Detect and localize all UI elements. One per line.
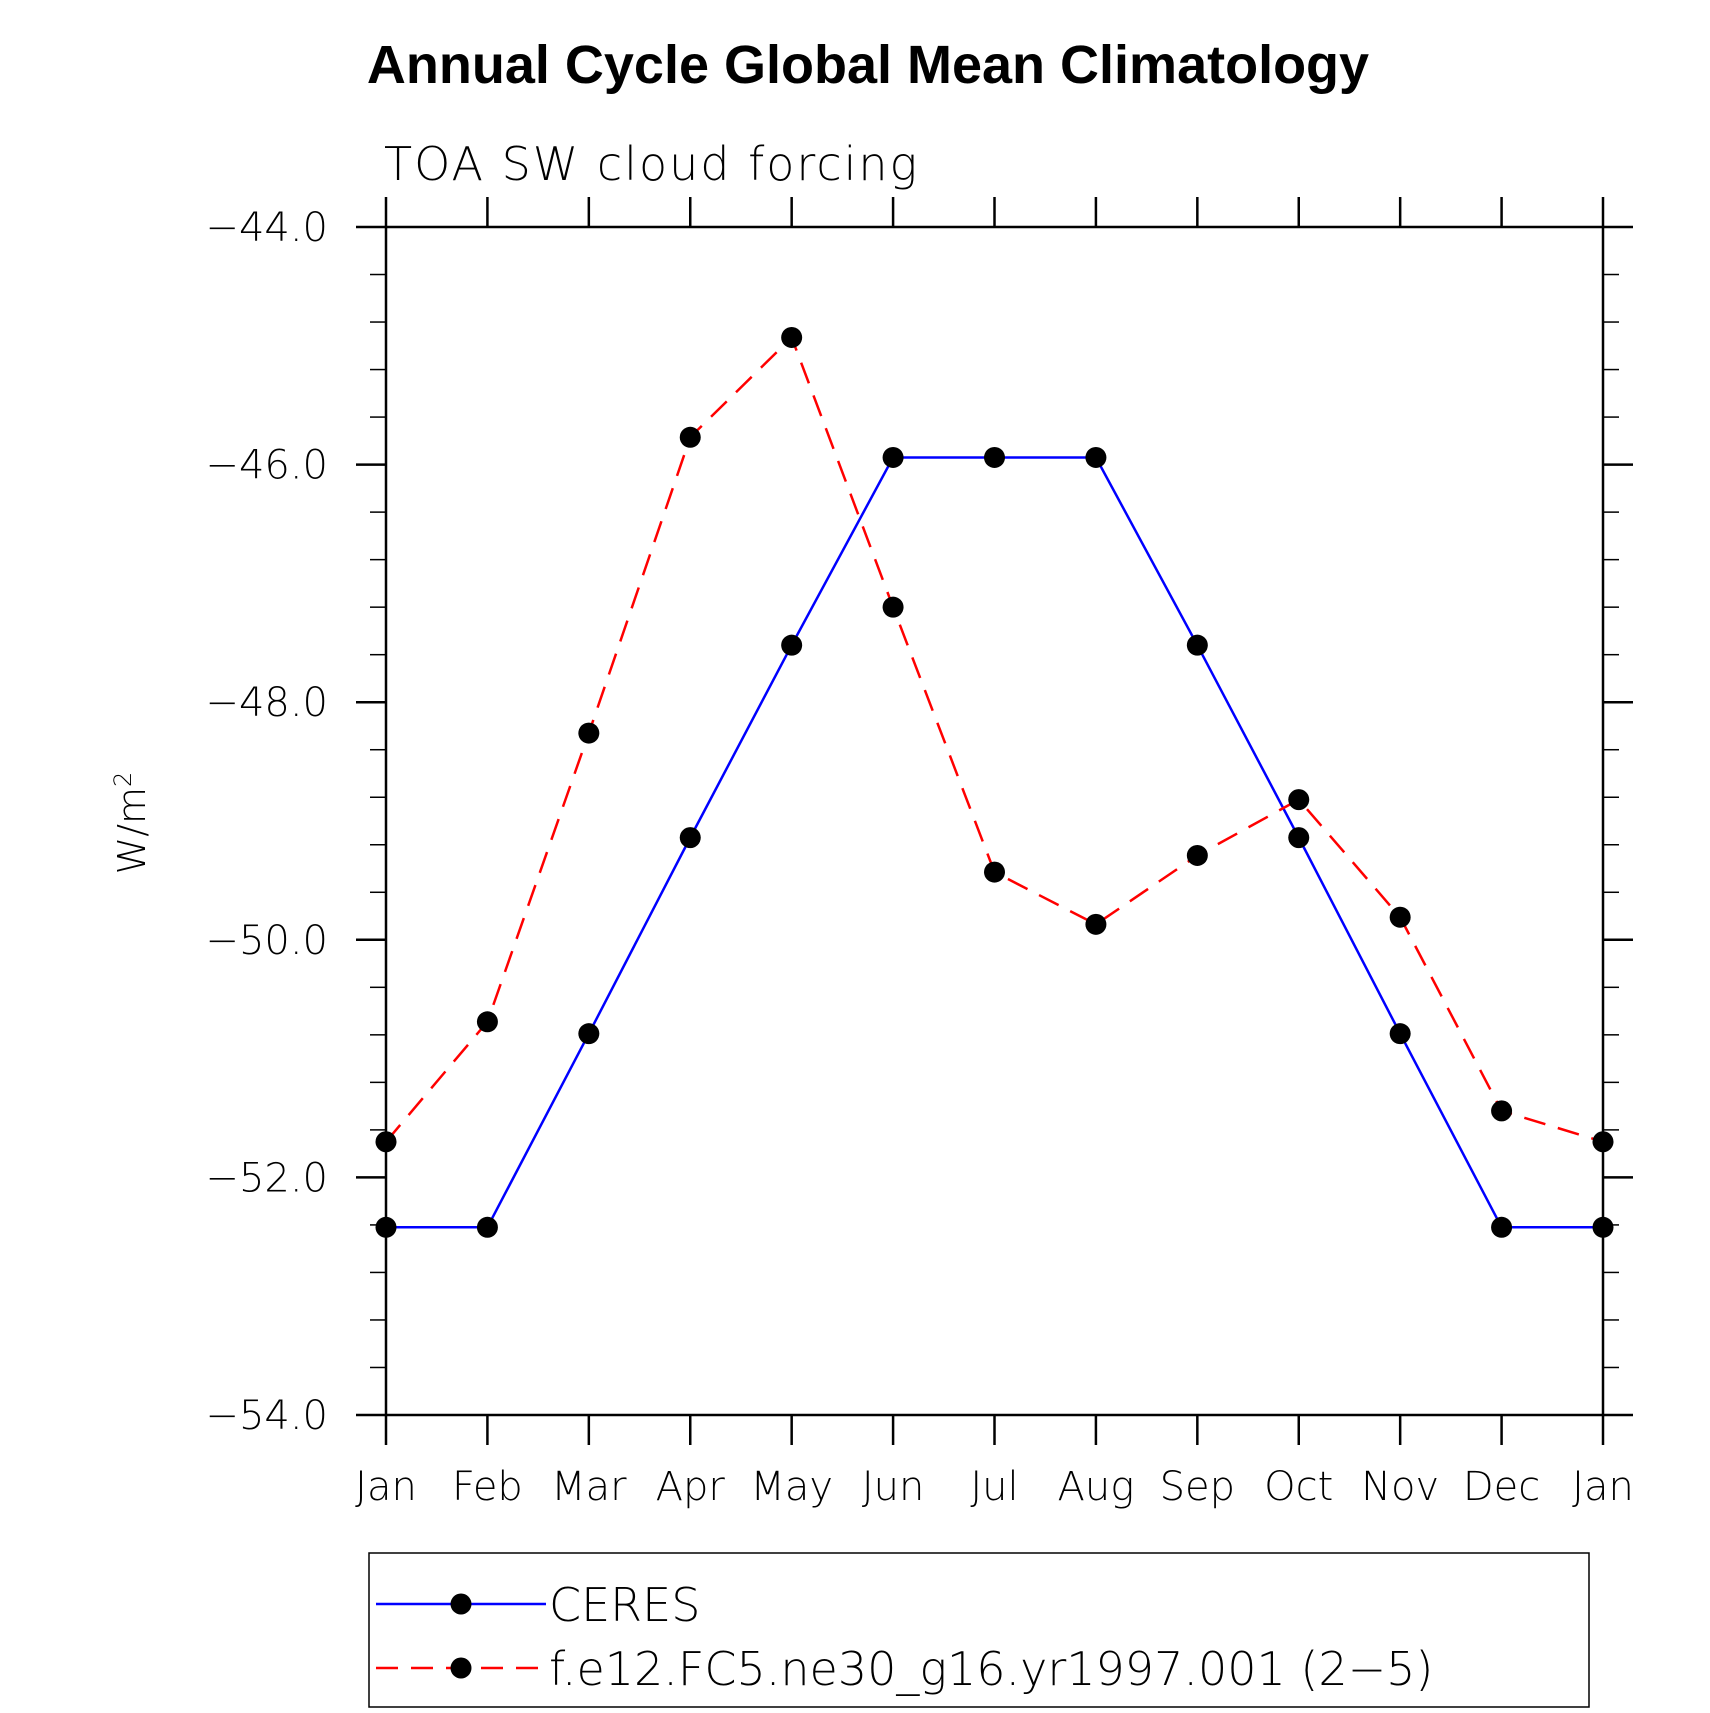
- x-tick-label: Sep: [1160, 1464, 1235, 1510]
- x-tick-label: Nov: [1361, 1464, 1439, 1510]
- x-tick-label: Feb: [452, 1464, 523, 1510]
- legend-entry: CERES: [376, 1578, 700, 1632]
- x-tick-label: Aug: [1058, 1464, 1135, 1510]
- x-tick-label: May: [750, 1464, 833, 1510]
- y-tick-label: −46.0: [205, 443, 328, 489]
- data-point: [882, 596, 904, 618]
- data-point: [1186, 844, 1208, 866]
- data-point: [1491, 1100, 1513, 1122]
- data-point: [781, 634, 803, 656]
- legend-label: f.e12.FC5.ne30_g16.yr1997.001 (2−5): [549, 1642, 1433, 1696]
- legend: CERES f.e12.FC5.ne30_g16.yr1997.001 (2−5): [368, 1552, 1590, 1708]
- legend-box: [368, 1552, 1590, 1708]
- data-point: [984, 446, 1005, 468]
- y-tick-label: −52.0: [205, 1155, 328, 1201]
- data-point: [781, 326, 803, 348]
- data-point: [1389, 1023, 1411, 1045]
- x-tick-label: Mar: [551, 1464, 627, 1510]
- plot-frame: [384, 225, 1605, 1417]
- data-point: [375, 1216, 397, 1238]
- data-point: [1592, 1216, 1614, 1238]
- data-point: [679, 827, 701, 849]
- y-tick-label: −54.0: [205, 1393, 328, 1439]
- data-point: [476, 1011, 498, 1033]
- data-point: [1288, 789, 1310, 811]
- x-tick-label: Oct: [1264, 1464, 1333, 1510]
- data-point: [984, 861, 1005, 883]
- x-tick-label: Jan: [1572, 1464, 1634, 1510]
- data-point: [882, 446, 904, 468]
- legend-marker: [450, 1657, 472, 1679]
- legend-entry: f.e12.FC5.ne30_g16.yr1997.001 (2−5): [376, 1642, 1433, 1696]
- x-tick-label: Jan: [355, 1464, 417, 1510]
- y-axis-label-superscript: 2: [109, 772, 137, 787]
- x-tick-label: Apr: [656, 1464, 726, 1510]
- y-axis-label: W/m2: [109, 772, 154, 875]
- legend-marker: [450, 1593, 472, 1615]
- chart-title: Annual Cycle Global Mean Climatology: [367, 35, 1369, 95]
- plot-border: [384, 225, 1605, 1417]
- y-tick-labels: −54.0 −52.0 −50.0 −48.0 −46.0 −44.0: [205, 205, 328, 1439]
- x-tick-label: Jun: [862, 1464, 925, 1510]
- series-2: [375, 326, 1614, 1153]
- data-point: [476, 1216, 498, 1238]
- data-point: [1491, 1216, 1513, 1238]
- data-point: [1288, 827, 1310, 849]
- y-axis-label-text: W/m: [110, 787, 154, 874]
- data-point: [578, 722, 600, 744]
- data-point: [679, 426, 701, 448]
- y-tick-label: −44.0: [205, 205, 328, 251]
- data-point: [578, 1023, 600, 1045]
- axis-ticks: [356, 197, 1633, 1445]
- x-tick-label: Jul: [970, 1464, 1018, 1510]
- series-line: [386, 456, 1603, 1229]
- data-point: [1085, 913, 1107, 935]
- legend-label: CERES: [549, 1578, 700, 1632]
- data-point: [1085, 446, 1107, 468]
- data-point: [375, 1131, 397, 1153]
- x-tick-labels: Jan Feb Mar Apr May Jun Jul Aug Sep Oct Nov Dec Jan: [355, 1464, 1634, 1510]
- data-point: [1186, 634, 1208, 656]
- data-point: [1592, 1131, 1614, 1153]
- y-tick-label: −50.0: [205, 918, 328, 964]
- y-tick-label: −48.0: [205, 680, 328, 726]
- chart-subtitle: TOA SW cloud forcing: [384, 137, 919, 191]
- data-point: [1389, 906, 1411, 928]
- legend-entries: CERES f.e12.FC5.ne30_g16.yr1997.001 (2−5): [376, 1578, 1433, 1696]
- series-1: [375, 446, 1614, 1238]
- x-tick-label: Dec: [1463, 1464, 1540, 1510]
- series-layer: [375, 326, 1614, 1238]
- y-axis-label-group: W/m2: [109, 772, 154, 875]
